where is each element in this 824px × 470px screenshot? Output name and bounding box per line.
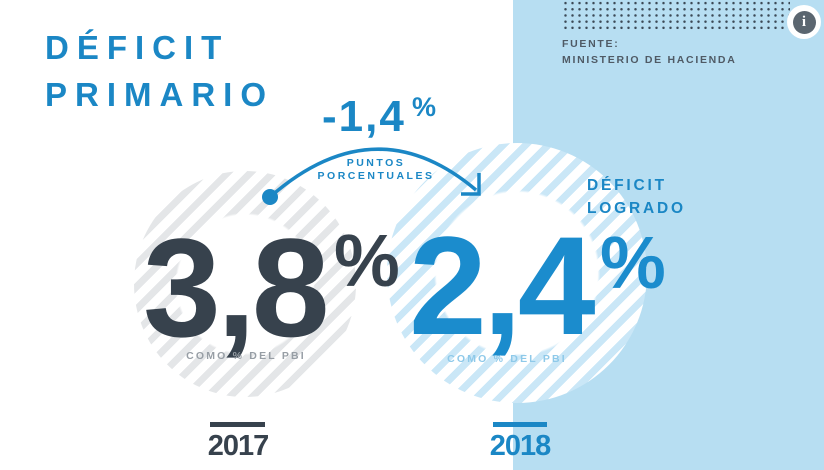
change-percent-sign: % xyxy=(412,92,437,122)
source-name: MINISTERIO DE HACIENDA xyxy=(562,54,737,66)
year-bar-2018 xyxy=(493,422,547,427)
stat-percent-sign-2018: % xyxy=(600,221,666,304)
info-icon: i xyxy=(792,10,816,34)
left-striped-circle-2017 xyxy=(134,171,356,397)
change-caption-line1: PUNTOS xyxy=(346,157,406,169)
stat-value-2018: 2,4 xyxy=(409,207,596,364)
dots-pattern-decoration xyxy=(562,0,790,31)
deficit-achieved-label: DÉFICIT LOGRADO xyxy=(587,174,686,220)
page-title: DÉFICIT PRIMARIO xyxy=(45,24,274,118)
stat-caption-2018: COMO % DEL PBI xyxy=(447,353,567,365)
year-bar-2017 xyxy=(210,422,265,427)
stat-caption-2017: COMO % DEL PBI xyxy=(186,350,306,362)
info-button[interactable]: i xyxy=(787,5,821,39)
stat-value-2017: 3,8 xyxy=(143,209,330,366)
source-label: FUENTE: xyxy=(562,38,620,50)
page-title-line2: PRIMARIO xyxy=(45,76,274,113)
deficit-achieved-line2: LOGRADO xyxy=(587,200,686,217)
year-label-2017: 2017 xyxy=(207,430,270,462)
change-caption: PUNTOS PORCENTUALES xyxy=(300,157,452,183)
page-title-line1: DÉFICIT xyxy=(45,29,230,66)
stat-percent-sign-2017: % xyxy=(334,219,400,302)
source-note: FUENTE: MINISTERIO DE HACIENDA xyxy=(562,36,737,68)
deficit-achieved-line1: DÉFICIT xyxy=(587,177,667,194)
year-label-2018: 2018 xyxy=(489,430,552,462)
change-value: -1,4 xyxy=(322,92,406,141)
change-caption-line2: PORCENTUALES xyxy=(317,170,435,182)
